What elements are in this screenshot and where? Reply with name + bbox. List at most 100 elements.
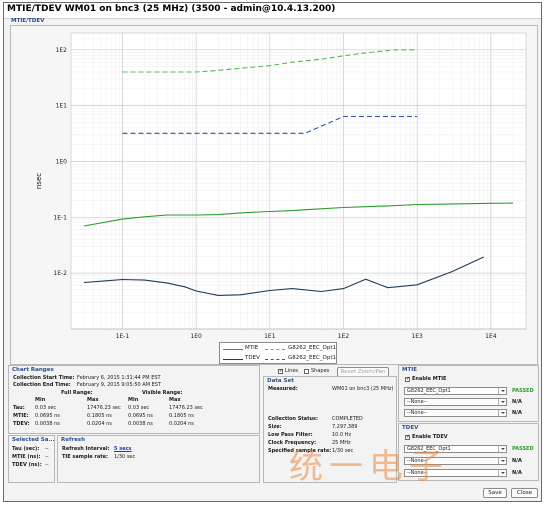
tdev-panel-title: TDEV	[402, 425, 419, 431]
save-button[interactable]: Save	[483, 488, 507, 498]
size-value: 7,297,389	[332, 424, 358, 430]
sample-rate-value: 1/30 sec	[332, 448, 354, 454]
range-visible-max: 0.1805 ns	[169, 413, 194, 419]
chart-area[interactable]: 1E-11E01E11E21E31E41E21E11E01E-11E-2tau …	[10, 25, 538, 365]
legend-row-mtie: MTIE G8262_EEC_Opt1	[220, 344, 336, 354]
shapes-checkbox[interactable]	[304, 369, 309, 374]
range-full-min: 0.0695 ns	[35, 413, 60, 419]
mtie-mask-select-1[interactable]: G8262_EEC_Opt1	[404, 387, 507, 395]
selected-mtie-value: --	[45, 454, 49, 460]
enable-mtie-checkbox[interactable]	[405, 376, 410, 382]
range-row-mtie: MTIE: 0.0695 ns 0.1805 ns 0.0695 ns 0.18…	[9, 413, 259, 421]
series-line-mtie-0	[83, 202, 514, 227]
y-axis-label: nsec	[35, 173, 43, 189]
range-full-max: 17476.23 sec	[87, 405, 121, 411]
tdev-mask-select-2-value: --None--	[407, 458, 428, 464]
mtie-mask-select-1-value: G8262_EEC_Opt1	[407, 388, 451, 394]
refresh-title: Refresh	[61, 437, 85, 443]
sample-rate-label: Specified sample rate:	[268, 448, 332, 454]
plot-background	[70, 32, 527, 330]
size-label: Size:	[268, 424, 282, 430]
full-range-label: Full Range:	[61, 390, 93, 396]
y-tick-label: 1E2	[56, 47, 68, 54]
selected-tau-label: Tau (sec):	[12, 446, 40, 452]
chevron-down-icon	[498, 388, 506, 394]
legend-tdev-mask-swatch	[265, 359, 285, 360]
tie-rate-label: TIE sample rate:	[62, 454, 109, 460]
x-tick-label: 1E3	[411, 333, 423, 340]
refresh-group: Refresh Refresh Interval: 5 secs TIE sam…	[57, 435, 260, 483]
full-max-header: Max	[87, 397, 99, 403]
legend-mtie-mask-label: G8262_EEC_Opt1	[288, 345, 337, 351]
tdev-mask-select-1[interactable]: G8262_EEC_Opt1	[404, 445, 507, 453]
enable-tdev-checkbox[interactable]	[405, 434, 410, 440]
mtie-mask-1-result: PASSED	[512, 388, 534, 394]
chart-panel-label: MTIE/TDEV	[11, 18, 45, 24]
measured-label: Measured:	[268, 386, 298, 392]
range-visible-min: 0.03 sec	[128, 405, 150, 411]
low-pass-filter-label: Low Pass Filter:	[268, 432, 313, 438]
mtie-mask-select-2-value: --None--	[407, 399, 428, 405]
legend-tdev-swatch	[223, 359, 243, 360]
visible-max-header: Max	[169, 397, 181, 403]
lines-checkbox[interactable]	[278, 368, 283, 374]
tdev-mask-select-3[interactable]: --None--	[404, 469, 507, 477]
mtie-mask-select-2[interactable]: --None--	[404, 398, 507, 406]
y-tick-label: 1E-2	[53, 270, 67, 277]
chart-ranges-group: Chart Ranges Collection Start Time: Febr…	[8, 365, 260, 434]
legend-mtie-mask-swatch	[265, 349, 285, 350]
range-row-tdev: TDEV: 0.0038 ns 0.0204 ns 0.0038 ns 0.02…	[9, 421, 259, 429]
series-line-g8262_eec_opt1-1	[122, 49, 418, 73]
measured-value: WM01 on bnc3 (25 MHz)	[332, 386, 394, 392]
refresh-interval-label: Refresh Interval:	[62, 446, 110, 452]
chart-legend: MTIE G8262_EEC_Opt1 TDEV G8262_EEC_Opt1	[219, 342, 337, 364]
visible-min-header: Min	[128, 397, 139, 403]
clock-frequency-value: 25 MHz	[332, 440, 351, 446]
chevron-down-icon	[498, 458, 506, 464]
x-tick-label: 1E1	[264, 333, 276, 340]
mtie-mask-2-result: N/A	[512, 399, 522, 405]
tdev-mask-group: TDEV Enable TDEV G8262_EEC_Opt1 PASSED -…	[398, 423, 539, 481]
mtie-mask-3-result: N/A	[512, 410, 522, 416]
mtie-mask-select-3-value: --None--	[407, 410, 428, 416]
close-button[interactable]: Close	[511, 488, 538, 498]
x-tick-label: 1E2	[338, 333, 350, 340]
range-full-max: 0.0204 ns	[87, 421, 112, 427]
chevron-down-icon	[498, 410, 506, 416]
series-line-tdev-2	[83, 256, 484, 296]
legend-tdev-label: TDEV	[245, 355, 260, 361]
range-full-min: 0.0038 ns	[35, 421, 60, 427]
range-row-tau: Tau: 0.03 sec 17476.23 sec 0.03 sec 1747…	[9, 405, 259, 413]
mtie-tdev-chart[interactable]: 1E-11E01E11E21E31E41E21E11E01E-11E-2tau …	[11, 26, 537, 364]
range-visible-max: 0.0204 ns	[169, 421, 194, 427]
enable-mtie-label: Enable MTIE	[412, 376, 447, 382]
series-line-g8262_eec_opt1-3	[122, 115, 418, 134]
low-pass-filter-value: 10.0 Hz	[332, 432, 352, 438]
collection-start-label: Collection Start Time:	[13, 375, 75, 381]
tdev-mask-select-2[interactable]: --None--	[404, 457, 507, 465]
mtie-mask-select-3[interactable]: --None--	[404, 409, 507, 417]
legend-mtie-label: MTIE	[245, 345, 259, 351]
watermark-text: 统一电子	[289, 447, 449, 487]
legend-mtie-swatch	[223, 349, 243, 350]
collection-start-value: February 6, 2015 1:31:44 PM EST	[77, 375, 161, 381]
tdev-mask-1-result: PASSED	[512, 446, 534, 452]
selected-sample-group: Selected Sa... Tau (sec): -- MTIE (ns): …	[8, 435, 55, 483]
selected-tdev-label: TDEV (ns):	[12, 462, 42, 468]
enable-tdev-label: Enable TDEV	[412, 434, 448, 440]
x-tick-label: 1E0	[190, 333, 202, 340]
clock-frequency-label: Clock Frequency:	[268, 440, 317, 446]
chevron-down-icon	[498, 470, 506, 476]
refresh-interval-link[interactable]: 5 secs	[114, 446, 132, 452]
collection-status-value: COMPLETED	[332, 416, 363, 422]
mtie-mask-group: MTIE Enable MTIE G8262_EEC_Opt1 PASSED -…	[398, 365, 539, 422]
selected-tau-value: --	[45, 446, 49, 452]
range-visible-min: 0.0038 ns	[128, 421, 153, 427]
y-tick-label: 1E0	[56, 158, 68, 165]
x-tick-label: 1E-1	[116, 333, 130, 340]
visible-range-label: Visible Range:	[142, 390, 183, 396]
tdev-mask-select-3-value: --None--	[407, 470, 428, 476]
collection-end-label: Collection End Time:	[13, 382, 71, 388]
range-row-label: MTIE:	[13, 413, 29, 419]
collection-status-label: Collection Status:	[268, 416, 319, 422]
